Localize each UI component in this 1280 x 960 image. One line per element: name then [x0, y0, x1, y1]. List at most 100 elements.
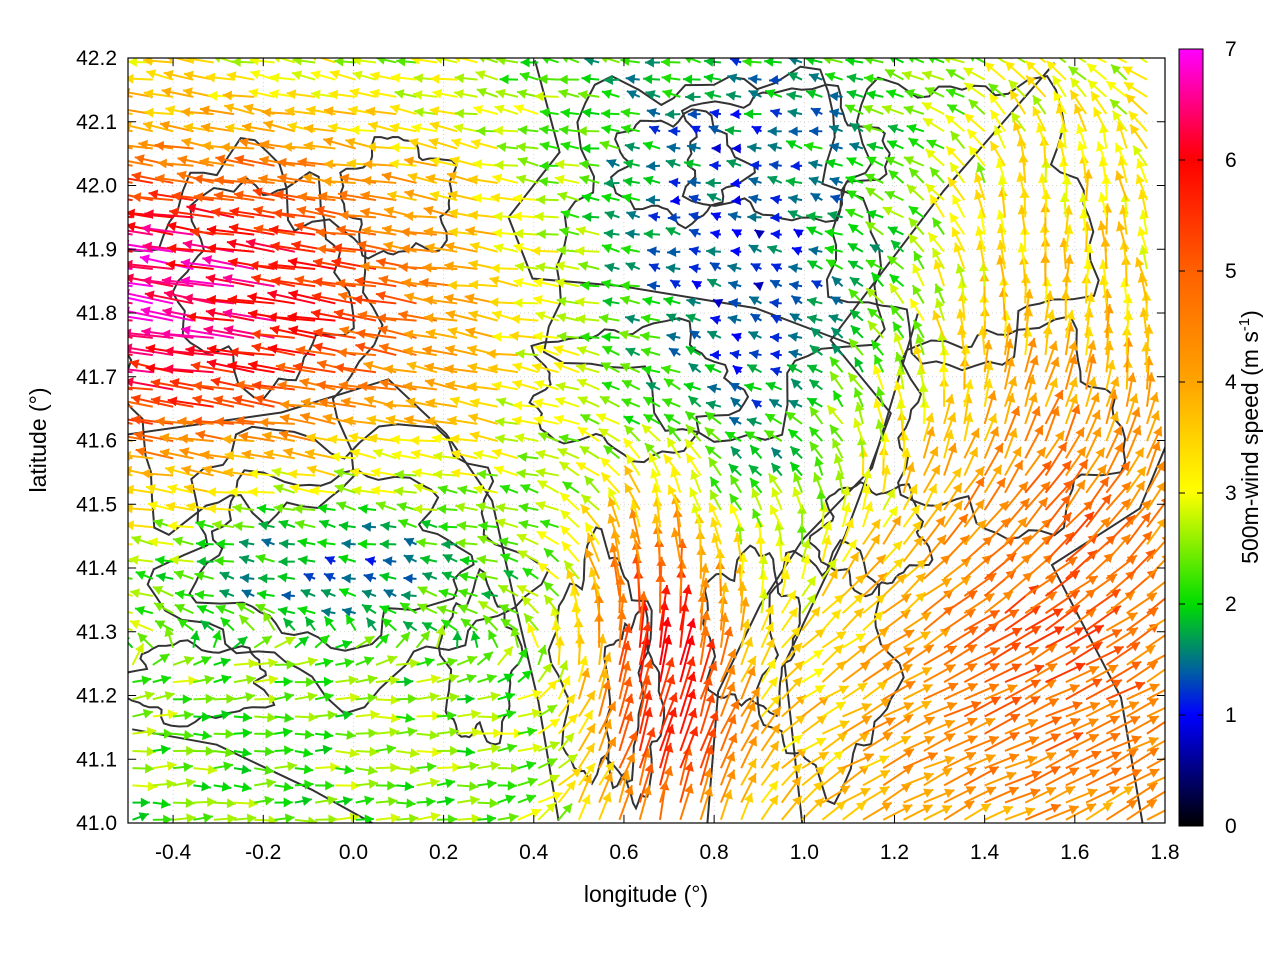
- wind-arrow: [132, 690, 155, 701]
- wind-arrow-head: [82, 291, 92, 301]
- wind-arrow-head: [284, 745, 294, 756]
- wind-arrow: [679, 618, 697, 666]
- wind-arrow-head: [458, 588, 469, 598]
- wind-arrow: [520, 484, 539, 494]
- wind-arrow: [274, 659, 296, 670]
- wind-arrow: [241, 589, 255, 599]
- wind-arrow-head: [1027, 337, 1037, 348]
- wind-arrow: [882, 573, 907, 597]
- wind-arrow: [1126, 697, 1159, 718]
- wind-arrow-head: [283, 797, 293, 808]
- wind-arrow: [790, 294, 803, 306]
- wind-arrow-head: [219, 589, 230, 599]
- wind-arrow: [618, 730, 638, 769]
- wind-arrow: [173, 798, 195, 809]
- wind-arrow-head: [933, 501, 943, 513]
- wind-arrow: [1004, 807, 1036, 821]
- wind-arrow-head: [729, 493, 740, 505]
- wind-arrow: [255, 603, 275, 615]
- wind-arrow: [517, 726, 538, 737]
- wind-arrow-head: [242, 712, 253, 723]
- wind-arrow-head: [146, 746, 156, 757]
- wind-arrow-head: [287, 469, 298, 480]
- wind-arrow: [456, 709, 481, 720]
- wind-arrow: [934, 283, 945, 304]
- wind-arrow: [867, 320, 884, 339]
- wind-arrow-head: [304, 779, 314, 790]
- wind-arrow: [719, 732, 738, 769]
- wind-arrow: [691, 280, 703, 290]
- wind-arrow-head: [875, 594, 886, 605]
- wind-arrow: [1004, 788, 1041, 804]
- wind-arrow-head: [788, 607, 798, 619]
- wind-arrow-head: [726, 665, 736, 676]
- wind-arrow-head: [438, 588, 449, 599]
- wind-arrow: [808, 426, 824, 442]
- wind-arrow: [1146, 688, 1165, 701]
- wind-arrow: [842, 682, 868, 701]
- wind-arrow: [274, 797, 293, 808]
- wind-arrow: [375, 655, 398, 666]
- wind-arrow: [760, 694, 782, 718]
- wind-arrow: [1126, 768, 1160, 787]
- wind-arrow: [801, 575, 817, 597]
- wind-arrow-head: [183, 762, 193, 773]
- wind-arrow-head: [368, 779, 378, 789]
- wind-arrow-head: [753, 281, 764, 292]
- wind-arrow: [294, 519, 316, 530]
- wind-arrow: [598, 700, 617, 735]
- wind-arrow-head: [1161, 555, 1165, 560]
- wind-arrow-shaft: [1146, 558, 1165, 580]
- wind-arrow-head: [967, 626, 979, 636]
- wind-arrow: [1045, 766, 1080, 787]
- wind-arrow-head: [923, 788, 934, 798]
- wind-arrow: [666, 331, 681, 342]
- wind-arrow-head: [269, 325, 280, 335]
- wind-arrow-head: [506, 743, 517, 753]
- wind-arrow-head: [435, 625, 446, 636]
- wind-arrow-head: [1054, 430, 1065, 442]
- wind-arrow-head: [256, 589, 267, 600]
- wind-arrow-head: [830, 609, 841, 620]
- wind-arrow-head: [941, 578, 952, 588]
- wind-arrow: [740, 665, 756, 700]
- wind-arrow-head: [201, 711, 212, 722]
- wind-arrow: [903, 735, 935, 752]
- wind-arrow-head: [935, 516, 945, 527]
- wind-arrow: [806, 364, 823, 374]
- wind-arrow-head: [983, 593, 995, 603]
- wind-arrow-head: [376, 257, 387, 268]
- wind-arrow-head: [624, 785, 634, 796]
- wind-arrow-head: [527, 777, 538, 787]
- wind-arrow-head: [279, 399, 290, 410]
- wind-arrow: [575, 461, 600, 477]
- wind-arrow-head: [1052, 608, 1063, 618]
- wind-arrow: [440, 619, 458, 632]
- wind-arrow: [315, 780, 335, 791]
- wind-arrow: [789, 461, 803, 477]
- wind-arrow: [557, 802, 573, 821]
- wind-arrow: [537, 679, 558, 701]
- wind-arrow: [842, 703, 872, 718]
- wind-arrow: [575, 296, 600, 307]
- wind-arrow-head: [447, 280, 457, 291]
- wind-arrow-head: [163, 814, 173, 823]
- wind-arrow-head: [102, 329, 111, 339]
- wind-arrow: [984, 696, 1022, 718]
- wind-arrow-head: [84, 343, 94, 353]
- wind-arrow-head: [342, 796, 353, 806]
- wind-arrow: [768, 398, 783, 409]
- wind-arrow-head: [424, 378, 435, 388]
- wind-arrow-shaft: [1146, 597, 1165, 615]
- wind-arrow: [436, 604, 458, 615]
- wind-arrow-head: [135, 570, 146, 580]
- wind-arrow-head: [1140, 512, 1151, 523]
- wind-arrow-head: [490, 761, 501, 771]
- wind-arrow: [862, 697, 891, 718]
- wind-arrow-head: [128, 520, 135, 531]
- wind-arrow-head: [769, 332, 780, 343]
- wind-arrow: [452, 631, 463, 648]
- wind-arrow: [152, 814, 173, 823]
- contour-line: [1050, 446, 1165, 823]
- wind-arrow: [862, 554, 887, 580]
